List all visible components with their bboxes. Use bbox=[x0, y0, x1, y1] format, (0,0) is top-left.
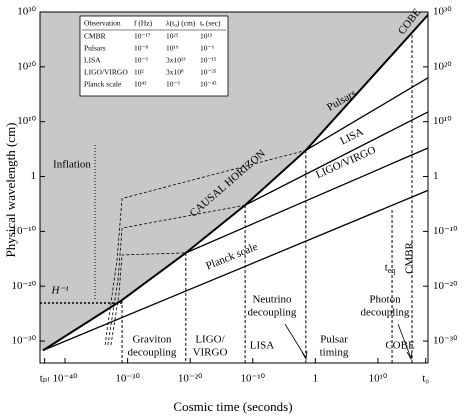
y-tick-label-right: 10⁻²⁰ bbox=[433, 280, 458, 292]
table-header: Observation bbox=[84, 19, 121, 28]
y-axis-label: Physical wavelength (cm) bbox=[3, 122, 18, 257]
y-tick-label: 1 bbox=[31, 170, 37, 182]
series-label: LIGO/VIRGO bbox=[314, 144, 378, 181]
arrow bbox=[397, 323, 412, 359]
y-tick-label: 10²⁰ bbox=[17, 60, 36, 72]
table-cell: Pulsars bbox=[84, 44, 106, 53]
annotation: Graviton bbox=[132, 334, 172, 346]
annotation: teq bbox=[385, 262, 396, 275]
y-tick-label-right: 10³⁰ bbox=[433, 6, 452, 18]
table-cell: 10⁻⁶ bbox=[200, 44, 214, 53]
table-cell: 10⁻³ bbox=[166, 80, 180, 89]
y-tick-label-right: 1 bbox=[433, 170, 439, 182]
annotation: decoupling bbox=[128, 347, 177, 359]
y-tick-label: 10⁻¹⁰ bbox=[11, 225, 36, 237]
annotation: decoupling bbox=[361, 307, 410, 319]
table-header: tₑ (sec) bbox=[200, 19, 221, 28]
y-tick-label: 10³⁰ bbox=[17, 6, 36, 18]
annotation: Pulsar bbox=[320, 334, 348, 346]
annotation: COBE bbox=[385, 340, 415, 352]
annotation: decoupling bbox=[248, 307, 297, 319]
x-tick-label: 10⁻³⁰ bbox=[115, 373, 140, 385]
table-header: f (Hz) bbox=[134, 19, 153, 28]
table-cell: 10¹³ bbox=[200, 32, 213, 41]
table-cell: 10⁻¹⁷ bbox=[134, 32, 151, 41]
x-tick-label: 10⁻⁴⁰ bbox=[53, 373, 79, 385]
annotation: H⁻¹ bbox=[50, 285, 68, 297]
shaded-region bbox=[40, 12, 428, 351]
annotation-subscript: eq bbox=[388, 266, 396, 275]
x-axis-label: Cosmic time (seconds) bbox=[173, 399, 292, 414]
plot-area bbox=[39, 11, 429, 364]
series-line bbox=[244, 111, 429, 206]
x-tick-label: tₚₗ bbox=[40, 373, 50, 385]
table-cell: LISA bbox=[84, 56, 101, 65]
annotation: CMBR bbox=[404, 241, 416, 273]
series-line bbox=[185, 147, 429, 254]
table-box bbox=[79, 15, 229, 97]
annotation: timing bbox=[320, 347, 349, 359]
table-cell: 3x10⁸ bbox=[166, 68, 184, 77]
table-cell: 10⁻⁴³ bbox=[200, 80, 217, 89]
table-cell: 3x10¹³ bbox=[166, 56, 186, 65]
y-tick-label-right: 10⁻¹⁰ bbox=[433, 225, 458, 237]
x-tick-label: t₀ bbox=[422, 373, 429, 385]
y-tick-label: 10⁻³⁰ bbox=[11, 335, 36, 347]
series-line bbox=[305, 77, 429, 151]
series-label: Planck scale bbox=[204, 241, 259, 273]
arrow-head bbox=[406, 350, 413, 361]
annotation: Photon bbox=[369, 294, 401, 306]
table-cell: 10⁻¹⁵ bbox=[200, 56, 217, 65]
series-line bbox=[42, 14, 429, 352]
plot-frame bbox=[39, 11, 429, 364]
table-cell: 10⁻³ bbox=[134, 56, 148, 65]
table-cell: LIGO/VIRGO bbox=[84, 68, 128, 77]
arrow-head bbox=[301, 350, 308, 361]
y-tick-label-right: 10²⁰ bbox=[433, 60, 452, 72]
table-cell: 10²⁵ bbox=[166, 32, 179, 41]
x-tick-label: 10⁻¹⁰ bbox=[241, 373, 266, 385]
table-header: λ(t₀) (cm) bbox=[166, 19, 196, 28]
table-cell: 10² bbox=[134, 68, 145, 77]
annotation: LISA bbox=[250, 340, 275, 352]
y-tick-label: 10¹⁰ bbox=[17, 115, 36, 127]
x-tick-label: 1 bbox=[313, 373, 319, 385]
series-line bbox=[110, 252, 186, 345]
y-tick-label: 10⁻²⁰ bbox=[11, 280, 36, 292]
y-tick-label-right: 10¹⁰ bbox=[433, 115, 452, 127]
annotation: VIRGO bbox=[193, 347, 228, 359]
annotation: Neutrino bbox=[252, 294, 292, 306]
table-cell: 10⁻⁸ bbox=[134, 44, 148, 53]
annotation: Inflation bbox=[53, 159, 91, 171]
series-line bbox=[107, 204, 246, 345]
table-cell: 10⁻²⁵ bbox=[200, 68, 217, 77]
table-cell: Planck scale bbox=[84, 80, 122, 89]
y-tick-label-right: 10⁻³⁰ bbox=[433, 335, 458, 347]
table-cell: 10⁴³ bbox=[134, 80, 147, 89]
table-cell: CMBR bbox=[84, 32, 106, 41]
arrow bbox=[284, 323, 307, 359]
annotation: LIGO/ bbox=[195, 334, 225, 346]
series-line bbox=[104, 149, 306, 345]
series-line bbox=[42, 189, 429, 351]
inset-table: Observation f (Hz) λ(t₀) (cm) tₑ (sec) CMBR 1… bbox=[79, 15, 229, 97]
x-tick-label: 10⁻²⁰ bbox=[178, 373, 203, 385]
x-tick-label: 10¹⁰ bbox=[369, 373, 388, 385]
table-cell: 10¹⁹ bbox=[166, 44, 179, 53]
